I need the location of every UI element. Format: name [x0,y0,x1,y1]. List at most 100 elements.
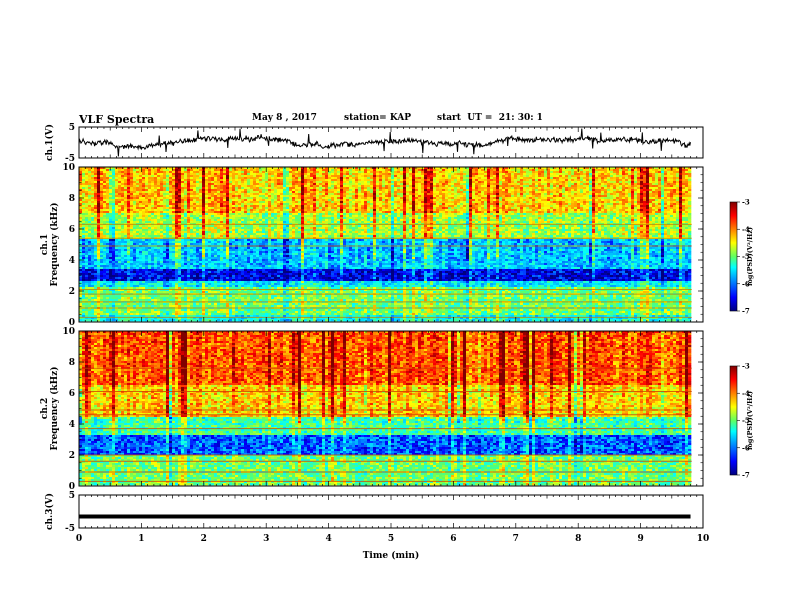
spectrogram-cell [673,175,676,177]
spectrogram-cell [505,169,508,171]
spectrogram-cell [451,189,454,191]
spectrogram-cell [559,187,562,189]
spectrogram-cell [349,189,352,191]
spectrogram-cell [94,171,97,173]
spectrogram-cell [352,173,355,175]
spectrogram-cell [217,175,220,177]
spectrogram-cell [544,173,547,175]
spectrogram-cell [118,171,121,173]
spectrogram-cell [97,177,100,179]
spectrogram-cell [109,193,112,195]
spectrogram-cell [124,179,127,181]
spectrogram-cell [235,171,238,173]
spectrogram-cell [358,195,361,197]
spectrogram-cell [385,181,388,183]
spectrogram-cell [343,185,346,187]
spectrogram-cell [112,179,115,181]
spectrogram-cell [205,197,208,199]
spectrogram-cell [118,191,121,193]
spectrogram-cell [181,177,184,179]
spectrogram-cell [253,175,256,177]
spectrogram-cell [679,169,682,171]
spectrogram-cell [211,171,214,173]
spectrogram-cell [517,169,520,171]
spectrogram-cell [379,189,382,191]
spectrogram-cell [268,189,271,191]
spectrogram-cell [268,193,271,195]
spectrogram-cell [490,195,493,197]
spectrogram-cell [394,179,397,181]
spectrogram-cell [487,171,490,173]
spectrogram-cell [325,169,328,171]
spectrogram-cell [511,181,514,183]
spectrogram-cell [670,179,673,181]
spectrogram-cell [250,181,253,183]
spectrogram-cell [457,191,460,193]
spectrogram-cell [292,173,295,175]
spectrogram-cell [433,179,436,181]
spectrogram-cell [223,169,226,171]
spectrogram-cell [535,171,538,173]
spectrogram-cell [265,195,268,197]
spectrogram-cell [532,185,535,187]
spectrogram-cell [301,179,304,181]
spectrogram-cell [367,185,370,187]
spectrogram-cell [289,179,292,181]
spectrogram-cell [445,195,448,197]
spectrogram-cell [445,191,448,193]
spectrogram-cell [136,193,139,195]
spectrogram-cell [349,191,352,193]
spectrogram-cell [178,171,181,173]
spectrogram-cell [325,189,328,191]
spectrogram-cell [610,177,613,179]
spectrogram-cell [172,193,175,195]
spectrogram-cell [505,177,508,179]
spectrogram-cell [148,171,151,173]
spectrogram-cell [505,195,508,197]
spectrogram-cell [298,197,301,199]
spectrogram-cell [208,187,211,189]
spectrogram-cell [241,195,244,197]
spectrogram-cell [562,195,565,197]
spectrogram-cell [607,183,610,185]
spectrogram-cell [370,183,373,185]
spectrogram-cell [367,195,370,197]
spectrogram-cell [670,185,673,187]
spectrogram-cell [457,175,460,177]
spectrogram-cell [280,191,283,193]
spectrogram-cell [406,175,409,177]
spectrogram-cell [364,169,367,171]
spectrogram-cell [193,179,196,181]
spectrogram-cell [292,177,295,179]
spectrogram-cell [664,171,667,173]
spectrogram-cell [610,169,613,171]
spectrogram-cell [454,177,457,179]
spectrogram-cell [88,169,91,171]
spectrogram-cell [322,189,325,191]
spectrogram-cell [361,197,364,199]
spectrogram-cell [151,173,154,175]
spectrogram-cell [220,195,223,197]
spectrogram-cell [310,187,313,189]
spectrogram-cell [172,181,175,183]
spectrogram-cell [307,185,310,187]
spectrogram-cell [355,173,358,175]
spectrogram-cell [616,177,619,179]
spectrogram-cell [313,183,316,185]
spectrogram-cell [523,173,526,175]
spectrogram-cell [160,189,163,191]
spectrogram-cell [520,191,523,193]
spectrogram-cell [373,195,376,197]
spectrogram-cell [502,183,505,185]
spectrogram-cell [421,183,424,185]
spectrogram-cell [223,193,226,195]
spectrogram-cell [310,181,313,183]
spectrogram-cell [565,179,568,181]
spectrogram-cell [382,185,385,187]
spectrogram-cell [505,173,508,175]
spectrogram-cell [622,171,625,173]
spectrogram-cell [502,187,505,189]
spectrogram-cell [631,195,634,197]
spectrogram-cell [310,191,313,193]
spectrogram-cell [142,181,145,183]
